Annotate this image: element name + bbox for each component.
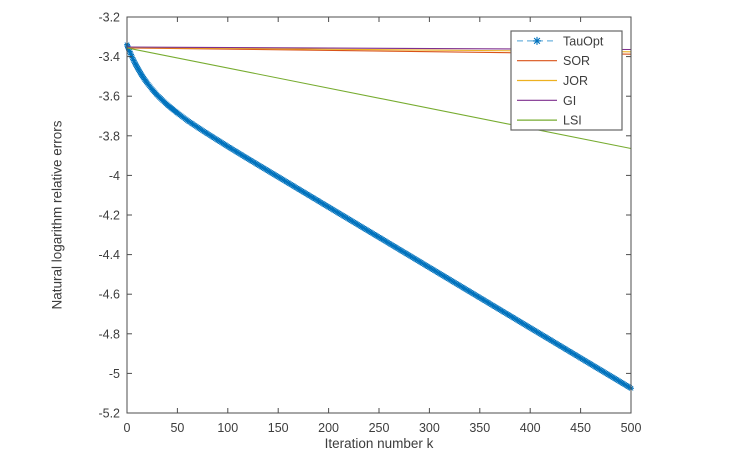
y-tick-label: -4 — [109, 169, 120, 183]
x-tick-label: 450 — [570, 421, 591, 435]
y-tick-label: -3.2 — [98, 11, 120, 25]
plot-series — [124, 41, 634, 392]
y-tick-label: -5 — [109, 367, 120, 381]
x-tick-label: 400 — [520, 421, 541, 435]
legend-entry-SOR: SOR — [517, 54, 590, 68]
legend-entry-TauOpt: TauOpt — [517, 34, 604, 48]
legend-marker-sample — [533, 36, 541, 45]
y-tick-label: -4.8 — [98, 327, 120, 341]
legend: TauOpt SOR JOR GI LSI — [510, 30, 623, 131]
y-axis-label: Natural logarithm relative errors — [49, 120, 65, 310]
series-line-LSI — [126, 47, 632, 150]
x-tick-label: 250 — [369, 421, 390, 435]
y-tick-label: -4.2 — [98, 209, 120, 223]
y-tick-label: -3.6 — [98, 90, 120, 104]
x-axis-label: Iteration number k — [324, 436, 434, 451]
legend-entry-LSI: LSI — [517, 114, 582, 128]
legend-label-GI: GI — [563, 94, 576, 108]
x-tick-label: 150 — [268, 421, 289, 435]
y-tick-label: -3.4 — [98, 50, 120, 64]
x-tick-label: 50 — [170, 421, 184, 435]
x-tick-label: 100 — [217, 421, 238, 435]
legend-label-SOR: SOR — [563, 54, 590, 68]
y-tick-label: -4.4 — [98, 248, 120, 262]
legend-entry-JOR: JOR — [517, 74, 588, 88]
legend-label-JOR: JOR — [563, 74, 588, 88]
y-tick-label: -3.8 — [98, 129, 120, 143]
x-tick-label: 350 — [469, 421, 490, 435]
x-tick-label: 0 — [124, 421, 131, 435]
legend-label-TauOpt: TauOpt — [563, 34, 604, 48]
y-tick-label: -4.6 — [98, 288, 120, 302]
x-tick-label: 200 — [318, 421, 339, 435]
y-tick-label: -5.2 — [98, 407, 120, 421]
x-tick-label: 500 — [621, 421, 642, 435]
x-tick-label: 300 — [419, 421, 440, 435]
axes: 0 50 100 150 200 250 300 350 400 450 500 -5.2 -5 -4.8… — [98, 11, 641, 436]
legend-label-LSI: LSI — [563, 114, 582, 128]
legend-entry-GI: GI — [517, 94, 576, 108]
